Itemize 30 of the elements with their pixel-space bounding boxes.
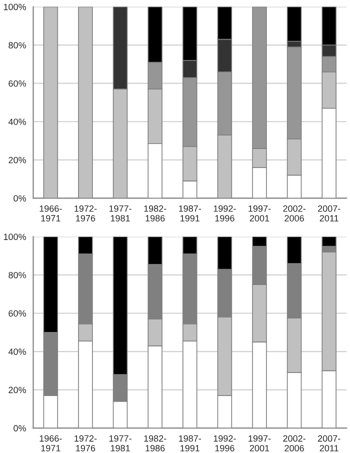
y-tick-label: 100% (4, 4, 26, 10)
y-tick-label: 60% (8, 310, 26, 317)
y-tick-label: 40% (8, 118, 26, 125)
x-tick-label: 1977- 1981 (109, 435, 132, 452)
x-tick-label: 2002- 2006 (283, 205, 306, 222)
x-tick-label: 2007- 2011 (318, 435, 340, 452)
x-tick-label: 2007- 2011 (318, 205, 340, 222)
y-tick-label: 20% (8, 156, 26, 164)
x-tick-label: 1966- 1971 (40, 435, 62, 452)
x-tick-label: 1972- 1976 (74, 205, 97, 222)
x-tick-label: 1972- 1976 (74, 435, 97, 452)
y-tick-label: 20% (8, 386, 26, 394)
y-tick-label: 0% (14, 195, 26, 202)
x-tick-label: 1997- 2001 (248, 435, 271, 452)
x-tick-label: 1987- 1991 (179, 435, 202, 452)
y-tick-label: 40% (8, 348, 26, 355)
y-tick-label: 80% (8, 272, 26, 278)
y-tick-label: 80% (8, 42, 26, 48)
y-tick-label: 60% (8, 80, 26, 87)
x-tick-label: 1982- 1986 (144, 435, 166, 452)
x-tick-label: 1982- 1986 (144, 205, 166, 222)
y-tick-label: 0% (14, 425, 26, 432)
x-tick-label: 1992- 1996 (214, 435, 236, 452)
x-tick-label: 1997- 2001 (248, 205, 271, 222)
x-tick-label: 2002- 2006 (283, 435, 306, 452)
y-tick-label: 100% (4, 234, 26, 240)
x-tick-label: 1992- 1996 (214, 205, 236, 222)
x-tick-label: 1966- 1971 (40, 205, 62, 222)
x-tick-label: 1987- 1991 (179, 205, 202, 222)
x-tick-label: 1977- 1981 (109, 205, 132, 222)
